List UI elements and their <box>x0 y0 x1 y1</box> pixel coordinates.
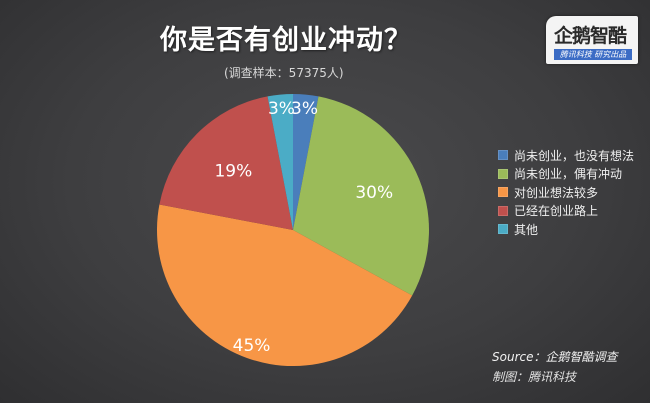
pie-slice <box>157 204 413 366</box>
logo-tagline: 腾讯科技 研究出品 <box>554 49 632 60</box>
brand-logo: 企鹅智酷 腾讯科技 研究出品 <box>546 16 638 64</box>
legend-swatch-icon <box>498 224 508 235</box>
chart-legend: 尚未创业，也没有想法 尚未创业，偶有冲动 对创业想法较多 已经在创业路上 其他 <box>498 146 634 239</box>
pie-slice <box>159 96 293 230</box>
source-note: Source：企鹅智酷调查 <box>492 350 618 364</box>
legend-item: 尚未创业，也没有想法 <box>498 146 634 165</box>
pie-slice <box>293 94 319 230</box>
credit-note: 制图：腾讯科技 <box>492 370 577 384</box>
chart-subtitle: (调查样本：57375人) <box>224 66 344 80</box>
slice-label: 3% <box>291 99 318 119</box>
slice-label: 19% <box>214 161 252 181</box>
legend-swatch-icon <box>498 205 508 216</box>
legend-swatch-icon <box>498 187 508 198</box>
legend-item: 对创业想法较多 <box>498 183 634 202</box>
chart-title: 你是否有创业冲动？ <box>160 25 412 56</box>
legend-swatch-icon <box>498 150 508 161</box>
legend-item: 其他 <box>498 220 634 239</box>
legend-swatch-icon <box>498 168 508 179</box>
legend-item: 尚未创业，偶有冲动 <box>498 165 634 184</box>
legend-item: 已经在创业路上 <box>498 202 634 221</box>
pie-slice <box>293 96 429 296</box>
pie-slice <box>267 94 293 230</box>
slice-label: 45% <box>233 336 271 356</box>
slice-label: 3% <box>268 99 295 119</box>
slice-label: 30% <box>355 183 393 203</box>
logo-name: 企鹅智酷 <box>554 25 627 47</box>
